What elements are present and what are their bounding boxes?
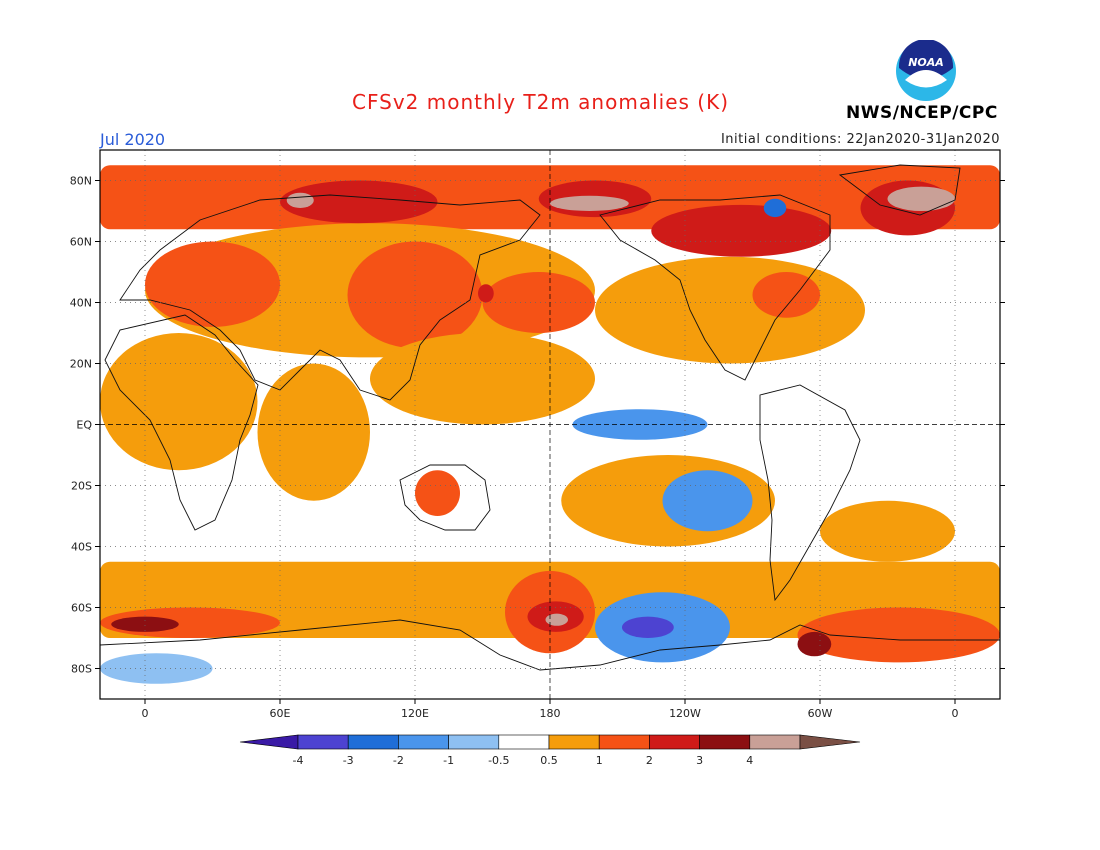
anomaly-region-weddell-core xyxy=(797,631,832,657)
colorbar-swatch xyxy=(548,734,600,750)
anomaly-region-so-africa-core xyxy=(111,616,179,632)
lat-tick-label: 20S xyxy=(71,480,92,493)
africa-outline xyxy=(104,314,259,531)
continent-outlines xyxy=(99,164,1000,671)
anomaly-region-siberia-extreme xyxy=(286,192,314,208)
lon-tick-label: 120E xyxy=(401,707,429,720)
lat-tick-label: 80N xyxy=(70,175,92,188)
noaa-logo-text: NOAA xyxy=(908,56,944,69)
noaa-logo: NOAA xyxy=(895,39,957,102)
south-america-outline xyxy=(759,384,861,602)
anomaly-region-chukchi-extreme xyxy=(550,195,629,211)
map-title: CFSv2 monthly T2m anomalies (K) xyxy=(352,90,729,114)
anomaly-region-hudson-cold xyxy=(763,198,787,218)
lon-tick-label: 60E xyxy=(270,707,291,720)
anomaly-region-ross-extreme xyxy=(545,613,568,626)
eurasia-outline xyxy=(119,194,541,401)
colorbar-label: -2 xyxy=(393,754,404,767)
lat-tick-label: 40S xyxy=(71,541,92,554)
colorbar-label: 3 xyxy=(696,754,703,767)
colorbar-swatch xyxy=(347,734,399,750)
initial-conditions: Initial conditions: 22Jan2020-31Jan2020 xyxy=(720,132,1000,147)
anomaly-regions xyxy=(100,165,1000,684)
lon-tick-label: 0 xyxy=(952,707,959,720)
lon-tick-label: 120W xyxy=(669,707,701,720)
anomaly-region-amundsen-core xyxy=(622,616,674,638)
map-frame xyxy=(99,149,1001,700)
anomaly-region-australia xyxy=(415,470,460,516)
anomaly-region-n-pacific xyxy=(482,272,595,333)
anomaly-region-indian-ocean xyxy=(257,363,370,501)
anomaly-region-weddell-warm xyxy=(797,607,1000,663)
anomaly-region-n-pacific-core xyxy=(478,284,494,303)
lat-tick-label: 60N xyxy=(70,236,92,249)
axis-labels: 80N 60N 40N 20N EQ 20S 40S 60S 80S 0 60E 120E 180 120… xyxy=(70,175,1005,720)
anomaly-region-antarctic-cold xyxy=(100,653,213,684)
anomaly-region-s-atlantic xyxy=(820,500,955,562)
anomaly-region-siberia-strong xyxy=(280,180,438,224)
lat-tick-label: 80S xyxy=(71,663,92,676)
lat-tick-label: EQ xyxy=(76,419,92,432)
colorbar-label: -4 xyxy=(293,754,304,767)
colorbar-swatch xyxy=(649,734,700,750)
colorbar-label: -0.5 xyxy=(488,754,509,767)
anomaly-region-east-asia xyxy=(347,241,483,349)
lon-tick-label: 180 xyxy=(540,707,561,720)
anomaly-region-greenland-extreme xyxy=(887,186,955,211)
colorbar-swatch xyxy=(448,734,500,750)
lon-tick-label: 0 xyxy=(142,707,149,720)
forecast-month: Jul 2020 xyxy=(100,130,166,149)
colorbar-label: 1 xyxy=(596,754,603,767)
colorbar-swatch xyxy=(598,734,650,750)
colorbar-swatch xyxy=(398,734,449,750)
colorbar-label: 0.5 xyxy=(540,754,558,767)
anomaly-region-africa xyxy=(100,333,258,471)
lat-tick-label: 20N xyxy=(70,358,92,371)
anomaly-region-se-pacific-cold xyxy=(662,470,753,532)
anomaly-region-canada-strong xyxy=(651,204,832,257)
australia-outline xyxy=(399,464,491,531)
lon-tick-label: 60W xyxy=(808,707,833,720)
anomaly-region-ne-us xyxy=(752,272,820,318)
colorbar-swatch xyxy=(749,734,801,750)
north-america-outline xyxy=(599,194,831,381)
lat-tick-label: 60S xyxy=(71,602,92,615)
graticule xyxy=(100,150,1000,699)
colorbar-swatch xyxy=(699,734,751,750)
colorbar-swatch xyxy=(498,734,550,750)
anomaly-region-n-america xyxy=(595,256,865,364)
antarctica-outline xyxy=(99,619,1000,671)
colorbar: -4 -3 -2 -1 -0.5 0.5 1 2 3 4 xyxy=(239,734,861,767)
lat-tick-label: 40N xyxy=(70,297,92,310)
colorbar-label: -3 xyxy=(343,754,354,767)
colorbar-label: -1 xyxy=(443,754,454,767)
anomaly-region-europe xyxy=(145,241,280,327)
colorbar-label: 4 xyxy=(746,754,753,767)
agency-label: NWS/NCEP/CPC xyxy=(846,103,998,123)
colorbar-arrow-low xyxy=(239,734,299,750)
anomaly-region-trop-pacific xyxy=(370,333,595,425)
colorbar-label: 2 xyxy=(646,754,653,767)
colorbar-arrow-high xyxy=(799,734,861,750)
colorbar-swatch xyxy=(297,734,349,750)
